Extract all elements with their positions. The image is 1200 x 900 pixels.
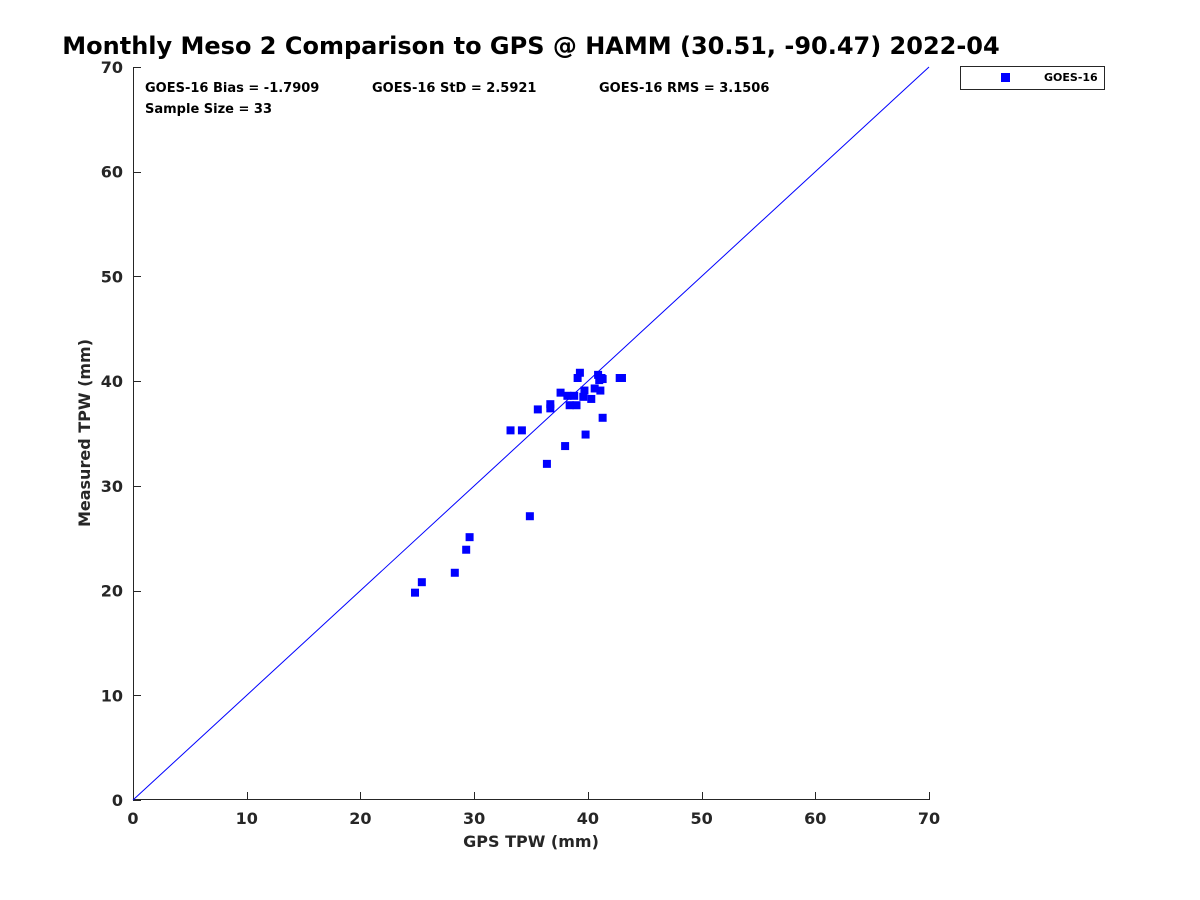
data-point bbox=[506, 426, 515, 435]
data-point bbox=[598, 375, 607, 384]
y-tick-label: 50 bbox=[101, 267, 123, 286]
data-point bbox=[575, 368, 584, 377]
data-point bbox=[556, 388, 565, 397]
y-tick-label: 10 bbox=[101, 686, 123, 705]
y-ticks: 0 10 20 30 40 50 60 70 bbox=[101, 58, 141, 810]
data-point bbox=[465, 533, 474, 542]
legend-label: GOES-16 bbox=[1044, 71, 1098, 84]
axes bbox=[133, 67, 929, 800]
data-point bbox=[411, 588, 420, 597]
x-axis-label: GPS TPW (mm) bbox=[463, 832, 599, 851]
data-point bbox=[587, 394, 596, 403]
data-point bbox=[563, 391, 572, 400]
data-points bbox=[411, 368, 626, 597]
y-tick-label: 0 bbox=[112, 791, 123, 810]
x-tick-label: 70 bbox=[918, 809, 940, 828]
legend-marker bbox=[1001, 73, 1010, 82]
y-tick-label: 20 bbox=[101, 582, 123, 601]
data-point bbox=[565, 401, 574, 410]
std-annotation: GOES-16 StD = 2.5921 bbox=[372, 81, 536, 96]
data-point bbox=[579, 392, 588, 401]
rms-annotation: GOES-16 RMS = 3.1506 bbox=[599, 81, 769, 96]
data-point bbox=[450, 568, 459, 577]
data-point bbox=[517, 426, 526, 435]
data-point bbox=[590, 384, 599, 393]
x-tick-label: 60 bbox=[804, 809, 826, 828]
chart-title: Monthly Meso 2 Comparison to GPS @ HAMM … bbox=[62, 32, 999, 60]
y-tick-label: 60 bbox=[101, 163, 123, 182]
y-tick-label: 40 bbox=[101, 372, 123, 391]
data-point bbox=[598, 413, 607, 422]
stats-annotations: GOES-16 Bias = -1.7909 GOES-16 StD = 2.5… bbox=[145, 81, 769, 117]
data-point bbox=[580, 386, 589, 395]
x-tick-label: 0 bbox=[127, 809, 138, 828]
sample-size-annotation: Sample Size = 33 bbox=[145, 102, 272, 117]
one-to-one-reference-line bbox=[132, 66, 930, 801]
y-tick-label: 30 bbox=[101, 477, 123, 496]
legend-box bbox=[960, 66, 1105, 90]
y-tick-label: 70 bbox=[101, 58, 123, 77]
data-point bbox=[561, 442, 570, 451]
data-point bbox=[525, 512, 534, 521]
x-tick-label: 40 bbox=[577, 809, 599, 828]
data-point bbox=[596, 386, 605, 395]
x-tick-label: 20 bbox=[349, 809, 371, 828]
bias-annotation: GOES-16 Bias = -1.7909 bbox=[145, 81, 319, 96]
x-ticks: 0 10 20 30 40 50 60 70 bbox=[127, 792, 940, 828]
data-point bbox=[617, 374, 626, 383]
data-point bbox=[573, 374, 582, 383]
data-point bbox=[546, 404, 555, 413]
x-tick-label: 10 bbox=[236, 809, 258, 828]
x-tick-label: 50 bbox=[690, 809, 712, 828]
data-point bbox=[542, 459, 551, 468]
data-point bbox=[572, 401, 581, 410]
data-point bbox=[546, 400, 555, 409]
data-point bbox=[570, 391, 579, 400]
y-axis-label: Measured TPW (mm) bbox=[75, 339, 94, 527]
data-point bbox=[533, 405, 542, 414]
data-point bbox=[462, 545, 471, 554]
legend: GOES-16 bbox=[960, 66, 1105, 90]
data-point bbox=[417, 578, 426, 587]
data-point bbox=[581, 430, 590, 439]
x-tick-label: 30 bbox=[463, 809, 485, 828]
